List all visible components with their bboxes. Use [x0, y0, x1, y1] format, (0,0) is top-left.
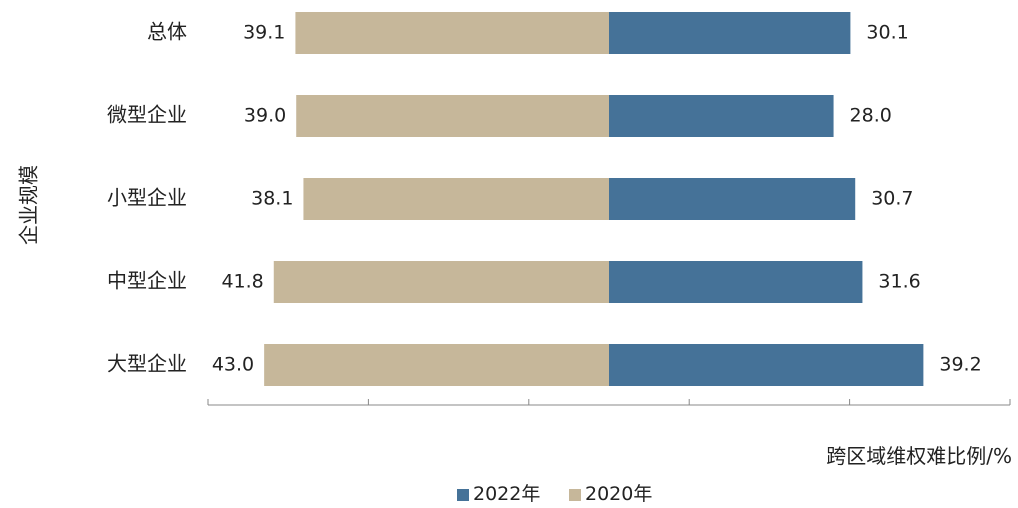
- bar-2020-1: [296, 95, 609, 137]
- bar-2020-0: [295, 12, 609, 54]
- value-label-2020-3: 41.8: [221, 271, 263, 293]
- bar-2022-0: [609, 12, 850, 54]
- legend: 2022年 2020年: [457, 483, 652, 505]
- legend-label-2020: 2020年: [585, 483, 652, 505]
- value-label-2022-3: 31.6: [878, 271, 920, 293]
- bar-2020-2: [303, 178, 609, 220]
- x-axis: [208, 399, 1010, 405]
- bar-2020-3: [274, 261, 609, 303]
- value-label-2022-1: 28.0: [850, 105, 892, 127]
- value-label-2022-4: 39.2: [939, 354, 981, 376]
- category-labels: 总体微型企业小型企业中型企业大型企业: [107, 20, 187, 376]
- category-label-3: 中型企业: [107, 269, 187, 293]
- value-label-2020-2: 38.1: [251, 188, 293, 210]
- legend-swatch-2020: [569, 489, 581, 501]
- value-label-2022-0: 30.1: [866, 22, 908, 44]
- bars-2020-group: [264, 12, 609, 386]
- category-label-2: 小型企业: [107, 186, 187, 210]
- bar-2022-2: [609, 178, 855, 220]
- bar-2022-1: [609, 95, 834, 137]
- legend-label-2022: 2022年: [473, 483, 540, 505]
- value-label-2020-1: 39.0: [244, 105, 286, 127]
- bar-2022-3: [609, 261, 862, 303]
- category-label-4: 大型企业: [107, 352, 187, 376]
- value-label-2020-0: 39.1: [243, 22, 285, 44]
- value-label-2022-2: 30.7: [871, 188, 913, 210]
- bar-2022-4: [609, 344, 923, 386]
- y-axis-title: 企业规模: [17, 165, 41, 245]
- value-label-2020-4: 43.0: [212, 354, 254, 376]
- category-label-0: 总体: [147, 20, 187, 44]
- category-label-1: 微型企业: [107, 103, 187, 127]
- x-axis-title: 跨区域维权难比例/%: [826, 444, 1012, 468]
- legend-swatch-2022: [457, 489, 469, 501]
- bar-2020-4: [264, 344, 609, 386]
